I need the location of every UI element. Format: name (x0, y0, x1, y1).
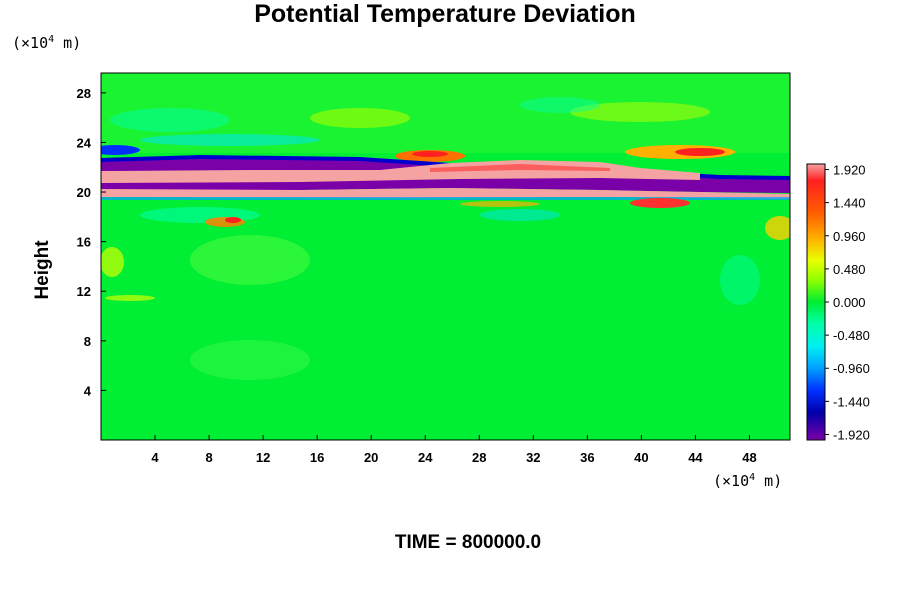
purple-band-lower (101, 178, 790, 193)
colorbar-tick-label: 0.000 (833, 295, 866, 310)
x-tick-label: 32 (526, 450, 540, 465)
x-tick-label: 4 (151, 450, 159, 465)
heatmap-field (101, 73, 790, 440)
yellow-left-edge (101, 247, 124, 277)
y-tick-label: 24 (77, 135, 92, 150)
x-tick-label: 12 (256, 450, 270, 465)
cyan-below-mid (480, 209, 560, 221)
x-tick-label: 16 (310, 450, 324, 465)
y-tick-label: 16 (77, 235, 91, 250)
x-tick-label: 44 (688, 450, 703, 465)
y-tick-label: 8 (84, 334, 91, 349)
y-unit-suffix: m) (54, 34, 82, 52)
warm-below-right (630, 198, 690, 208)
upper-right-warm-patch (570, 102, 710, 122)
upper-cyan-wave (140, 134, 320, 146)
x-tick-label: 24 (418, 450, 433, 465)
cool-left-above (101, 145, 140, 155)
colorbar-tick-label: -0.960 (833, 361, 870, 376)
plot-frame (100, 72, 791, 441)
blue-fringe-lower (101, 197, 790, 200)
colorbar-tick-label: 0.480 (833, 262, 866, 277)
y-unit-exponent: 4 (48, 34, 55, 45)
y-tick-label: 28 (77, 86, 91, 101)
colorbar-tick-label: 1.440 (833, 196, 866, 211)
upper-left-cool-patch (110, 108, 230, 132)
pink-band-lower (101, 188, 790, 199)
colorbar-tick-label: 0.960 (833, 229, 866, 244)
colorbar-tick-label: -1.440 (833, 394, 870, 409)
colorbar-tick-label: 1.920 (833, 163, 866, 178)
x-tick-label: 36 (580, 450, 594, 465)
x-tick-label: 40 (634, 450, 648, 465)
x-unit-prefix: (×10 (713, 472, 750, 490)
y-tick-group: 4 8 12 16 20 24 28 (77, 86, 106, 398)
chart-title: Potential Temperature Deviation (254, 0, 636, 28)
time-label: TIME = 800000.0 (394, 532, 542, 553)
lightgreen-mid-left (190, 235, 310, 285)
cyan-right-patch (720, 255, 760, 305)
x-unit-exponent: 4 (749, 472, 756, 483)
y-tick-label: 4 (84, 383, 92, 398)
upper-mid-warm-patch (310, 108, 410, 128)
x-tick-group: 4 8 12 16 20 24 28 32 36 40 44 48 (151, 435, 757, 465)
blue-edge-upper (101, 155, 790, 180)
y-tick-label: 20 (77, 185, 91, 200)
colorbar-tick-label: -1.920 (833, 427, 870, 442)
pink-red-core (430, 164, 610, 172)
colorbar (806, 163, 826, 441)
x-tick-label: 48 (742, 450, 756, 465)
x-axis-unit: (×104 m) (713, 472, 782, 490)
colorbar-tick-group: 1.920 1.440 0.960 0.480 0.000 -0.480 -0.960 -1.… (825, 163, 870, 442)
y-tick-label: 12 (77, 284, 91, 299)
x-tick-label: 20 (364, 450, 378, 465)
y-axis-unit: (×104 m) (12, 34, 81, 52)
x-tick-label: 8 (205, 450, 212, 465)
warm-right-edge (765, 216, 790, 240)
x-tick-label: 28 (472, 450, 486, 465)
warm-blob-2 (412, 151, 448, 157)
x-unit-suffix: m) (755, 472, 783, 490)
upper-right-cool-patch (520, 97, 600, 113)
warm-below-mid (460, 201, 540, 207)
y-unit-prefix: (×10 (12, 34, 49, 52)
yellow-left-lower (105, 295, 155, 301)
pale-lower-patch (190, 340, 310, 380)
warm-left-core (225, 217, 241, 223)
warm-blob-4 (675, 148, 725, 156)
colorbar-tick-label: -0.480 (833, 328, 870, 343)
